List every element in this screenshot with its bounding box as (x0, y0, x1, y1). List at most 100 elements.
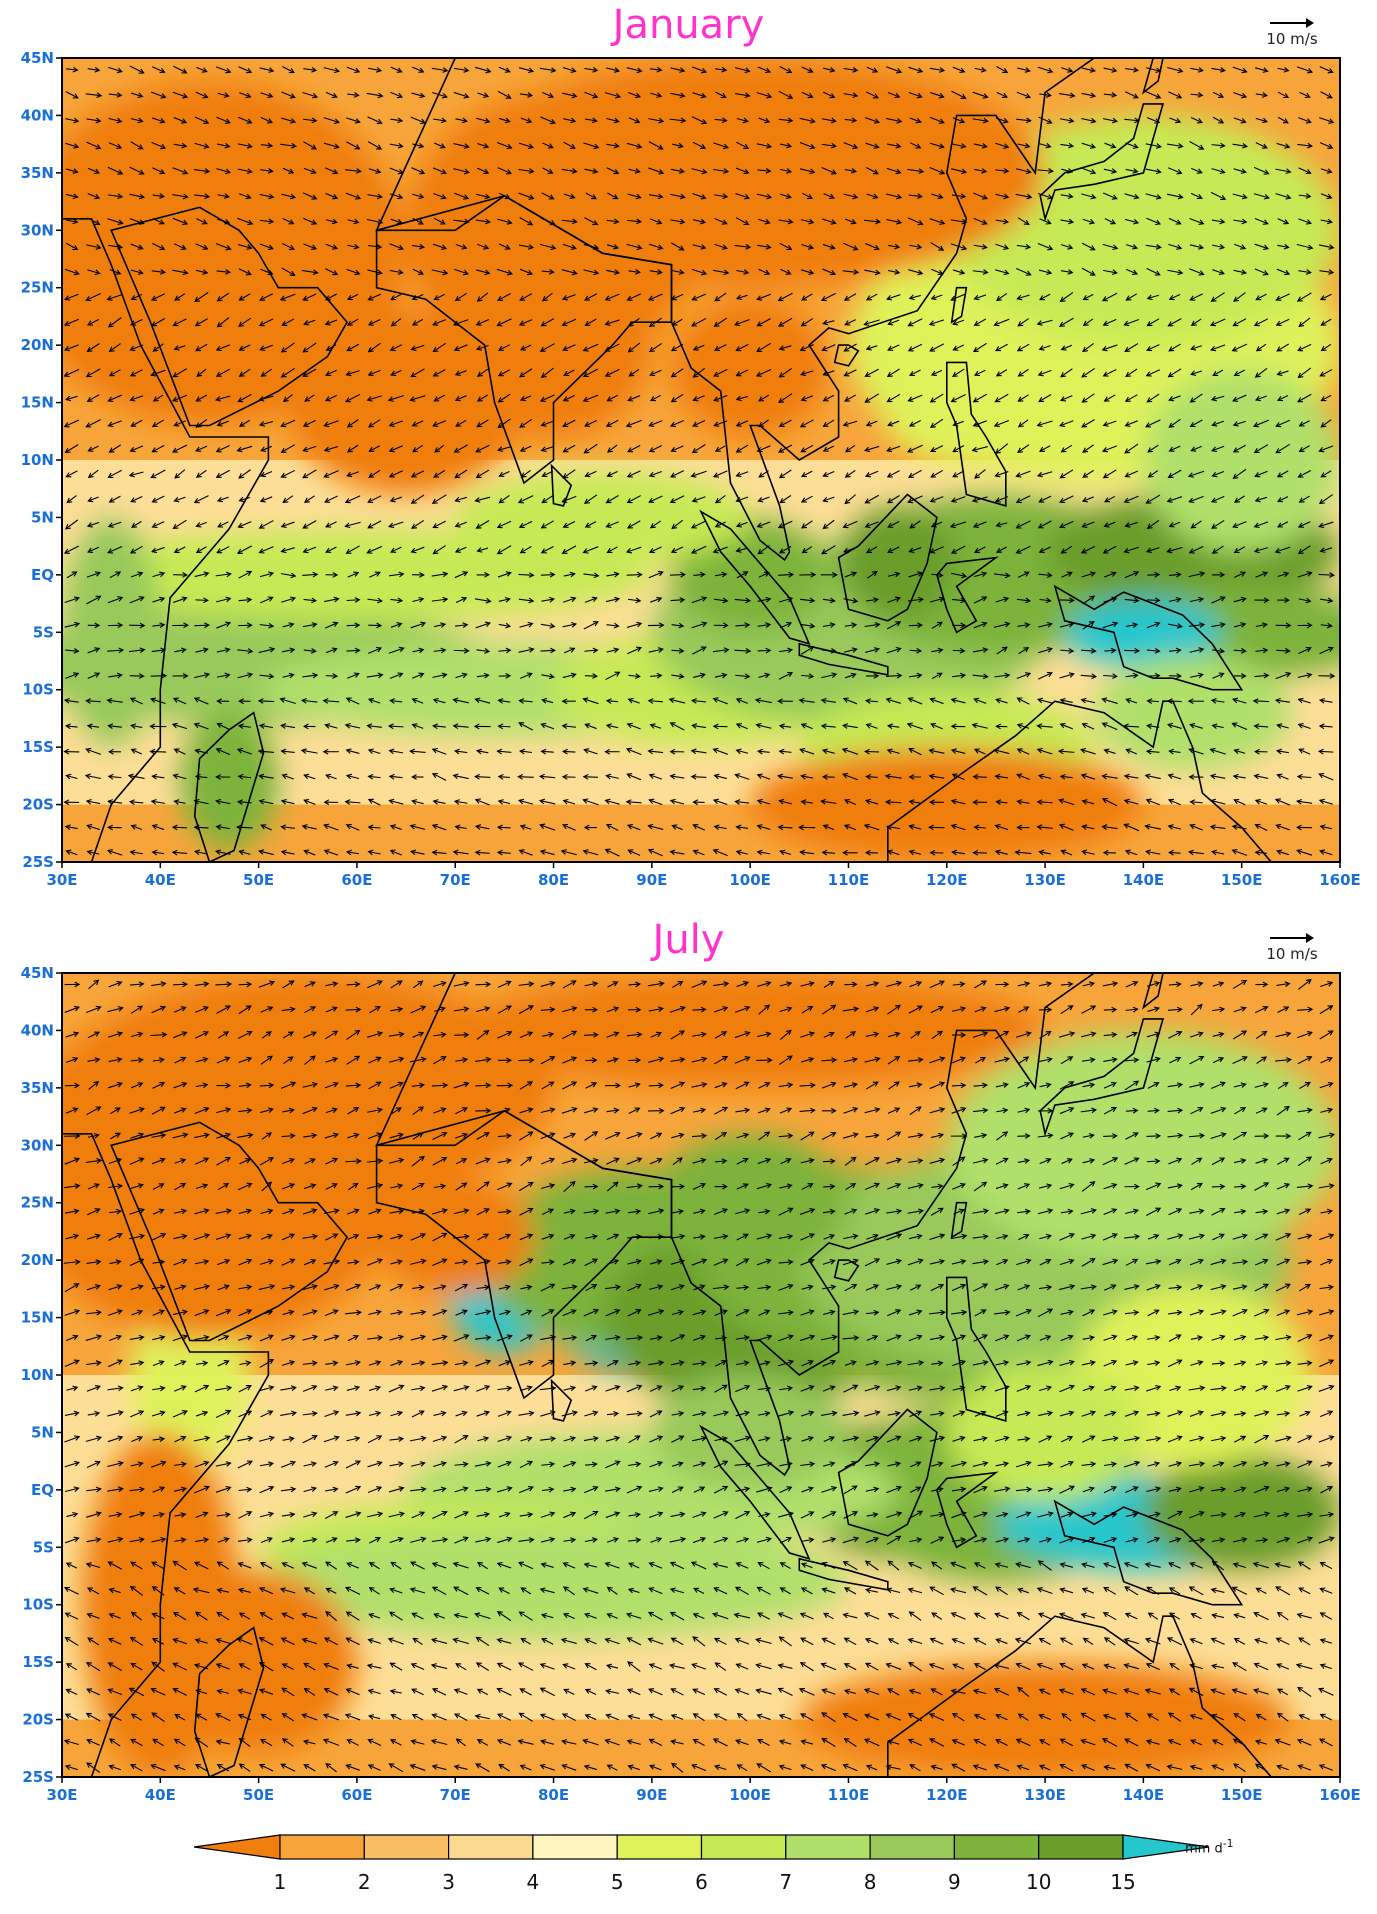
map-area (62, 973, 1340, 1777)
coastline-sakhalin (1141, 973, 1164, 1010)
lon-tick-label: 50E (243, 871, 274, 889)
dry-region (62, 973, 554, 1203)
lat-tick-label: 15S (22, 738, 54, 756)
lat-tick-label: 25S (22, 1768, 54, 1786)
precip-region (455, 471, 751, 564)
lon-tick-label: 70E (440, 871, 471, 889)
lon-tick-label: 150E (1221, 871, 1263, 889)
lat-tick-label: 45N (21, 964, 54, 982)
lon-tick-label: 90E (636, 871, 667, 889)
lat-tick-label: 35N (21, 1079, 54, 1097)
lat-tick-label: 15N (21, 1309, 54, 1327)
colorbar-segment (279, 1834, 365, 1860)
coastline-sulawesi (936, 556, 999, 634)
dry-region (62, 81, 407, 426)
coastline-japan (1039, 1018, 1165, 1137)
precipitation-colorbar: 1 2 3 4 5 6 7 8 9 10 15 (193, 1834, 1210, 1894)
precip-region (651, 1375, 849, 1490)
lon-tick-label: 40E (145, 1786, 176, 1804)
lon-tick-label: 160E (1319, 1786, 1361, 1804)
colorbar-tick-label: 8 (864, 1870, 877, 1894)
lon-tick-label: 80E (538, 871, 569, 889)
lon-tick-label: 140E (1123, 871, 1165, 889)
lat-tick-label: 5S (33, 623, 54, 641)
colorbar-unit: mm d-1 (1185, 1837, 1234, 1857)
coastline-madagascar (193, 711, 265, 862)
coastline-philippines (945, 1276, 1007, 1422)
lat-tick-label: 5S (33, 1538, 54, 1556)
coastline-hainan (833, 344, 860, 367)
colorbar-segment (532, 1834, 618, 1860)
precip-region (946, 1030, 1340, 1261)
lat-tick-label: 10N (21, 1366, 54, 1384)
colorbar-segment (616, 1834, 703, 1860)
lat-tick-label: 35N (21, 164, 54, 182)
colorbar-segment (953, 1834, 1040, 1860)
lat-tick-label: 20N (21, 336, 54, 354)
coastline-philippines (945, 361, 1007, 507)
lat-tick-label: 40N (21, 1021, 54, 1039)
coastline-srilanka (550, 463, 573, 507)
july-panel: July 10 m/s 30E 40E 50E 60E 70E 80E 90E 100E 110… (0, 915, 1377, 1815)
lon-tick-label: 100E (729, 871, 771, 889)
lat-tick-label: 10N (21, 451, 54, 469)
precip-region (258, 1524, 849, 1640)
coastlines (62, 58, 1340, 862)
coastline-india (375, 194, 673, 485)
colorbar-tick-label: 10 (1026, 1870, 1051, 1894)
map-area (62, 58, 1340, 862)
reference-vector-label: 10 m/s (1266, 30, 1318, 48)
coastline-newguinea (1053, 1499, 1244, 1606)
coastline-borneo (837, 1408, 938, 1537)
lat-tick-label: 25N (21, 279, 54, 297)
colorbar-tick-label: 7 (779, 1870, 792, 1894)
lon-tick-label: 140E (1123, 1786, 1165, 1804)
lat-tick-label: 20S (22, 796, 54, 814)
colorbar-segment (1038, 1834, 1124, 1860)
coastline-srilanka (550, 1378, 573, 1422)
lat-tick-label: EQ (31, 1481, 54, 1499)
panel-title: January (612, 2, 765, 48)
precip-region (877, 333, 1114, 472)
dry-region (160, 1570, 357, 1755)
colorbar-segment (363, 1834, 450, 1860)
lat-tick-label: 10S (22, 1596, 54, 1614)
lon-tick-label: 60E (341, 1786, 372, 1804)
coastline-arabia (110, 206, 349, 427)
coastline-india (375, 1109, 673, 1400)
precip-region (1143, 368, 1340, 552)
coastline-sumatra (699, 509, 811, 646)
coastline-africa (62, 218, 270, 862)
lon-tick-label: 130E (1024, 871, 1066, 889)
reference-vector: 10 m/s (1247, 933, 1337, 964)
coastline-australia (886, 1615, 1340, 1777)
lon-tick-label: 120E (926, 871, 968, 889)
dry-region (750, 747, 1144, 862)
colorbar-max-triangle (1122, 1834, 1210, 1860)
lon-tick-label: 80E (538, 1786, 569, 1804)
lon-tick-label: 160E (1319, 871, 1361, 889)
lat-tick-label: 45N (21, 49, 54, 67)
coastline-java (798, 642, 889, 676)
lat-tick-label: EQ (31, 566, 54, 584)
lat-tick-label: 15N (21, 394, 54, 412)
lon-tick-label: 150E (1221, 1786, 1263, 1804)
lon-tick-label: 110E (828, 1786, 870, 1804)
panel-title: July (652, 917, 725, 963)
lon-tick-label: 110E (828, 871, 870, 889)
lat-tick-label: 5N (31, 508, 54, 526)
reference-arrow-icon (1270, 18, 1314, 28)
coastline-sakhalin (1141, 58, 1164, 95)
lat-tick-label: 20S (22, 1711, 54, 1729)
lat-tick-label: 30N (21, 221, 54, 239)
colorbar-segment (869, 1834, 955, 1860)
colorbar-segment (448, 1834, 534, 1860)
lon-tick-label: 30E (46, 1786, 77, 1804)
lon-tick-label: 100E (729, 1786, 771, 1804)
coastline-hainan (833, 1259, 860, 1282)
lon-tick-label: 40E (145, 871, 176, 889)
colorbar-tick-label: 2 (358, 1870, 371, 1894)
reference-vector: 10 m/s (1247, 18, 1337, 49)
lat-tick-label: 25N (21, 1194, 54, 1212)
colorbar-segment (785, 1834, 871, 1860)
